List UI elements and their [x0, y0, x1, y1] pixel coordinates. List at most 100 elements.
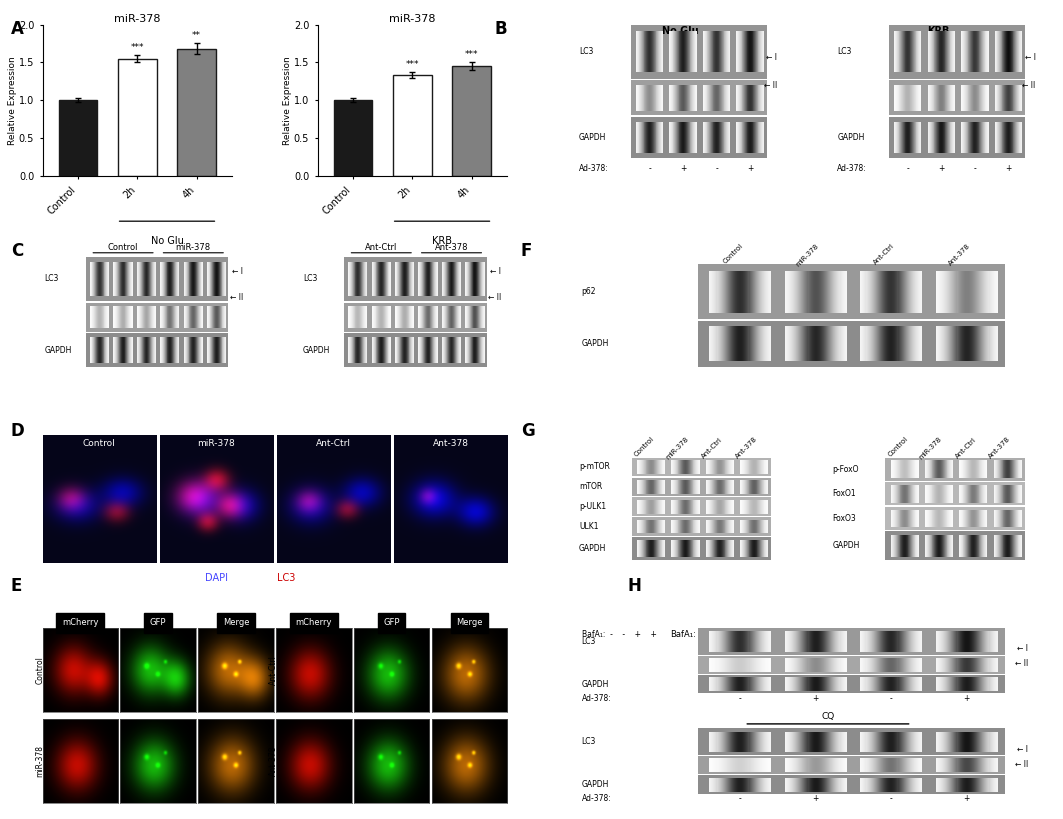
- Text: +: +: [964, 695, 969, 704]
- Text: ***: ***: [406, 60, 419, 69]
- Text: Ad-378:: Ad-378:: [581, 695, 611, 704]
- Text: Ant-378: Ant-378: [433, 438, 469, 447]
- Text: +: +: [939, 631, 945, 640]
- Title: GFP: GFP: [150, 618, 167, 627]
- Text: mTOR: mTOR: [579, 482, 603, 491]
- Text: -: -: [907, 164, 909, 173]
- Text: H: H: [627, 577, 641, 595]
- Title: miR-378: miR-378: [114, 14, 161, 24]
- Text: ← II: ← II: [1014, 659, 1028, 668]
- Bar: [118, 59, 156, 176]
- Bar: [630, 117, 767, 158]
- Text: GAPDH: GAPDH: [581, 680, 609, 689]
- Text: Ad-378:: Ad-378:: [581, 794, 611, 803]
- Text: KRB: KRB: [432, 237, 452, 247]
- Text: Ant-Ctrl: Ant-Ctrl: [365, 242, 398, 251]
- Text: Ant-Ctrl: Ant-Ctrl: [701, 436, 724, 459]
- Bar: [631, 497, 772, 516]
- Bar: [889, 117, 1025, 158]
- Text: No Glu: No Glu: [662, 26, 698, 36]
- Bar: [631, 477, 772, 496]
- Text: LC3: LC3: [581, 637, 596, 646]
- Text: GAPDH: GAPDH: [832, 541, 860, 550]
- Bar: [697, 728, 1005, 755]
- Text: CQ: CQ: [822, 712, 834, 721]
- Bar: [58, 100, 98, 176]
- Text: LC3: LC3: [276, 573, 294, 583]
- Bar: [885, 507, 1025, 530]
- Text: +: +: [812, 695, 819, 704]
- Text: GAPDH: GAPDH: [579, 133, 606, 142]
- Text: LC3: LC3: [838, 47, 851, 56]
- Bar: [631, 518, 772, 536]
- Bar: [86, 256, 229, 301]
- Bar: [631, 458, 772, 476]
- Text: Ant-Ctrl: Ant-Ctrl: [955, 436, 978, 459]
- Bar: [697, 265, 1005, 319]
- Text: GAPDH: GAPDH: [579, 544, 607, 553]
- Text: B: B: [494, 20, 507, 38]
- Text: -: -: [739, 695, 742, 704]
- Text: ← II: ← II: [764, 80, 777, 89]
- Text: D: D: [11, 422, 24, 440]
- Text: FoxO1: FoxO1: [832, 489, 856, 498]
- Text: A: A: [11, 20, 23, 38]
- Title: miR-378: miR-378: [389, 14, 436, 24]
- Bar: [697, 756, 1005, 775]
- Text: Ant-378: Ant-378: [735, 436, 758, 460]
- Text: +: +: [1006, 164, 1012, 173]
- Text: ← I: ← I: [232, 268, 242, 277]
- Bar: [86, 303, 229, 332]
- Text: p-FoxO: p-FoxO: [832, 464, 859, 473]
- Text: miR-378: miR-378: [795, 242, 820, 268]
- Text: miR-378: miR-378: [175, 242, 210, 251]
- Bar: [178, 49, 216, 176]
- Y-axis label: Relative Expression: Relative Expression: [9, 56, 17, 145]
- Bar: [889, 80, 1025, 115]
- Text: FoxO3: FoxO3: [832, 514, 857, 523]
- Text: +: +: [964, 794, 969, 803]
- Y-axis label: Control: Control: [35, 656, 45, 684]
- Y-axis label: Ant-378: Ant-378: [269, 745, 277, 776]
- Bar: [697, 628, 1005, 655]
- Text: ***: ***: [131, 43, 145, 52]
- Text: KRB: KRB: [927, 26, 949, 36]
- Text: ULK1: ULK1: [579, 522, 598, 531]
- Text: ← I: ← I: [1017, 645, 1028, 654]
- Text: LC3: LC3: [303, 274, 317, 283]
- Text: ← I: ← I: [1025, 53, 1035, 62]
- Text: +: +: [680, 164, 687, 173]
- Bar: [453, 66, 491, 176]
- Text: Control: Control: [723, 242, 744, 265]
- Text: -: -: [974, 164, 976, 173]
- Text: -: -: [739, 794, 742, 803]
- Text: p-ULK1: p-ULK1: [579, 502, 606, 511]
- Text: Ad-378:: Ad-378:: [579, 164, 609, 173]
- Bar: [344, 333, 487, 367]
- Text: LC3: LC3: [581, 737, 596, 746]
- Text: +: +: [939, 164, 945, 173]
- Text: GAPDH: GAPDH: [45, 346, 72, 355]
- Bar: [344, 256, 487, 301]
- Bar: [697, 656, 1005, 674]
- Text: -: -: [724, 631, 727, 640]
- Text: BafA₁:: BafA₁:: [670, 631, 696, 640]
- Text: GAPDH: GAPDH: [303, 346, 331, 355]
- Text: ← II: ← II: [230, 293, 242, 302]
- Text: Ad-378:: Ad-378:: [838, 164, 867, 173]
- Bar: [344, 303, 487, 332]
- Text: ← II: ← II: [1014, 759, 1028, 768]
- Text: ← I: ← I: [766, 53, 777, 62]
- Text: Control: Control: [107, 242, 138, 251]
- Bar: [334, 100, 372, 176]
- Text: LC3: LC3: [579, 47, 593, 56]
- Bar: [630, 25, 767, 79]
- Text: F: F: [521, 242, 533, 260]
- Bar: [697, 321, 1005, 367]
- Y-axis label: Ant-Ctrl: Ant-Ctrl: [269, 655, 277, 685]
- Text: ← II: ← II: [488, 293, 501, 302]
- Text: -: -: [796, 631, 799, 640]
- Text: -: -: [890, 695, 893, 704]
- Text: ← I: ← I: [1017, 744, 1028, 753]
- Bar: [885, 458, 1025, 481]
